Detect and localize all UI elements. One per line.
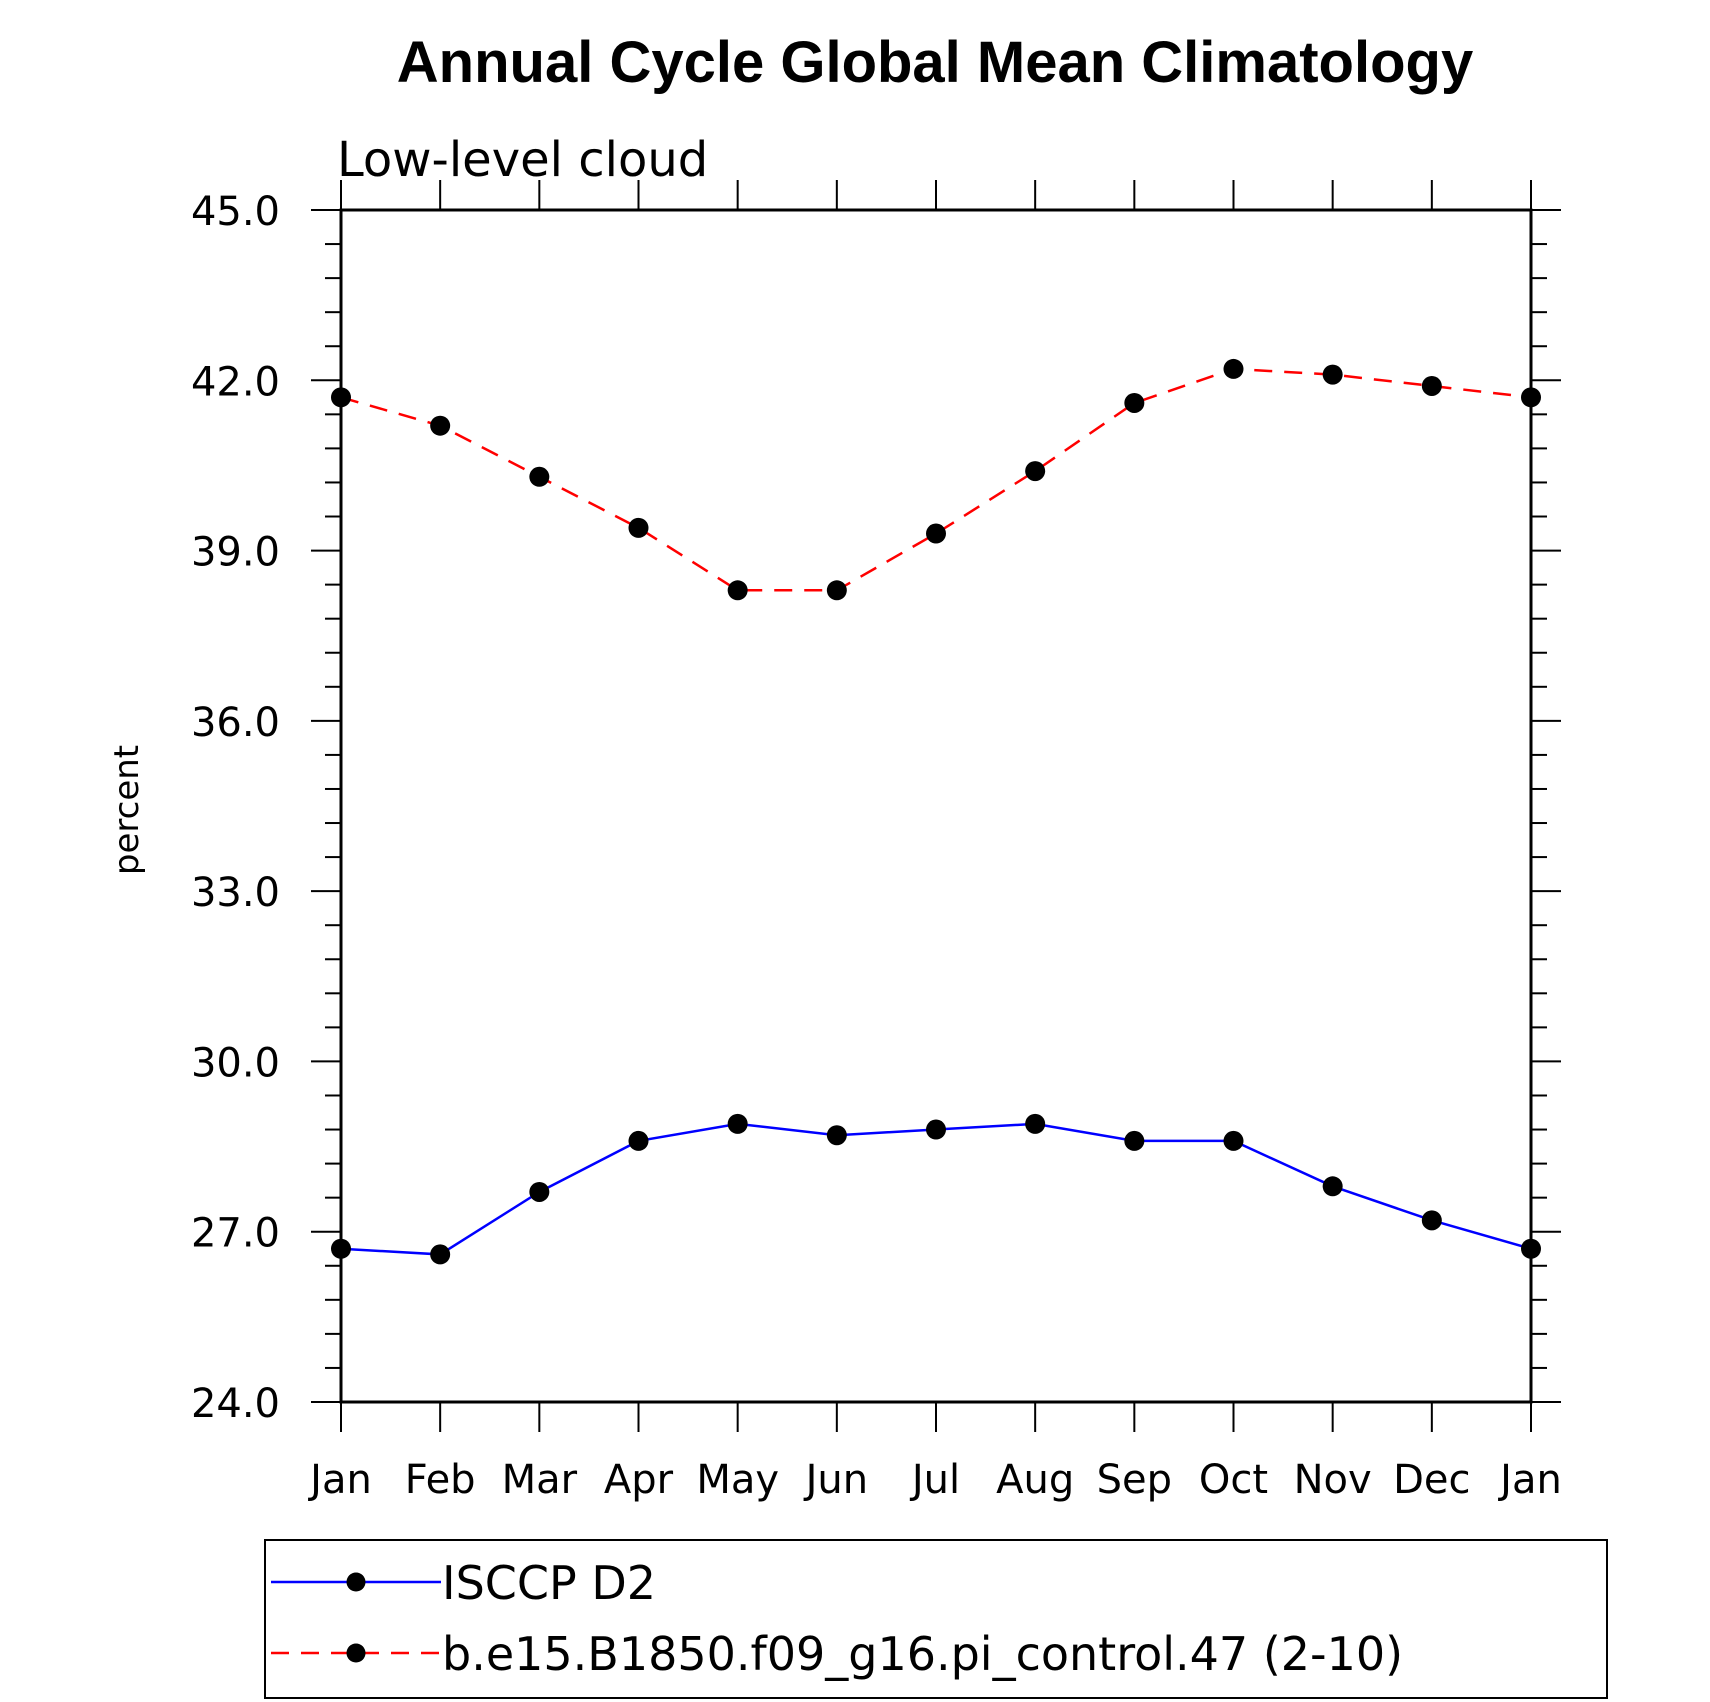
series-1-point [727,580,748,601]
series-1-point [1025,461,1046,482]
series-line-0 [340,1122,1532,1256]
series-0-point [926,1119,946,1140]
series-1-point [430,415,451,436]
series-0-point [628,1130,649,1151]
series-0-point [1521,1238,1541,1259]
series-line-1 [340,367,1532,592]
y-tick-label: 33.0 [191,870,280,916]
legend-marker-isccp [346,1572,366,1592]
x-tick-label: Sep [1097,1457,1172,1503]
x-tick-label: Feb [405,1457,476,1503]
x-tick-label: Aug [996,1457,1074,1503]
y-tick-label: 42.0 [191,359,280,405]
series-0-point [529,1181,550,1202]
y-tick-label: 27.0 [191,1211,280,1257]
x-tick-label: Jun [803,1457,869,1503]
x-tick-label: Mar [502,1457,578,1503]
series-1-point [529,466,550,487]
y-axis-ticks: 24.0 27.0 30.0 33.0 36.0 39.0 42.0 45.0 [191,189,1561,1427]
x-tick-label: Nov [1294,1457,1372,1503]
x-tick-label: Jan [307,1457,372,1503]
legend-label-model: b.e15.B1850.f09_g16.pi_control.47 (2-10) [442,1627,1403,1681]
x-tick-label: Jan [1497,1457,1562,1503]
series-0-point [727,1113,748,1134]
y-tick-label: 30.0 [191,1040,280,1086]
y-tick-label: 36.0 [191,700,280,746]
legend-marker-model [346,1643,366,1663]
x-tick-label: May [696,1457,779,1503]
y-tick-label: 24.0 [191,1381,280,1427]
x-tick-label: Jul [909,1457,960,1503]
y-tick-label: 39.0 [191,530,280,576]
series-1-point [826,580,847,601]
series-0-point [1025,1113,1046,1134]
series-1-point [1322,364,1343,385]
chart-subtitle: Low-level cloud [337,132,708,188]
plot-frame [339,208,1533,1404]
series-0-point [1421,1210,1442,1231]
legend-label-isccp: ISCCP D2 [442,1556,656,1610]
y-tick-label: 45.0 [191,189,280,235]
legend: ISCCP D2 b.e15.B1850.f09_g16.pi_control.… [264,1539,1608,1699]
x-tick-label: Dec [1393,1457,1470,1503]
series-0-point [1124,1130,1145,1151]
series-1-point [628,517,649,538]
x-tick-label: Oct [1199,1457,1268,1503]
x-tick-label: Apr [604,1457,674,1503]
series-1-point [926,523,946,544]
series-0-point [430,1244,451,1265]
legend-box [264,1539,1608,1699]
series-0-point [1223,1130,1244,1151]
series-0-point [331,1238,351,1259]
series-1-point [1124,392,1145,413]
series-0-point [1322,1176,1343,1197]
series-layer [331,358,1541,1265]
series-1-point [1223,358,1244,379]
y-axis-label: percent [107,745,147,875]
chart-title: Annual Cycle Global Mean Climatology [397,30,1473,95]
series-1-point [331,387,351,408]
series-1-point [1521,387,1541,408]
series-1-point [1421,375,1442,396]
x-axis-ticks: Jan Feb Mar Apr May Jun Jul Aug Sep Oct Nov Dec Jan [307,180,1562,1503]
series-0-point [826,1125,847,1146]
